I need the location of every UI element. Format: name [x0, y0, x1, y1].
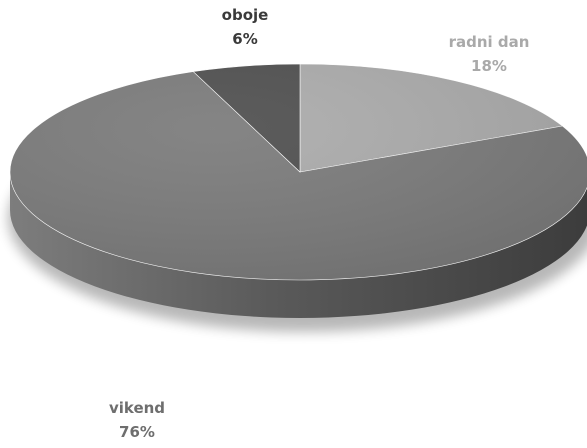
pie-side-wall: [10, 172, 587, 318]
slice-label-oboje: oboje: [222, 6, 269, 24]
slice-value-radni-dan: 18%: [471, 57, 507, 75]
slice-label-vikend: vikend: [109, 399, 165, 417]
slice-value-oboje: 6%: [232, 30, 257, 48]
slice-label-radni-dan: radni dan: [449, 33, 530, 51]
slice-value-vikend: 76%: [119, 423, 155, 441]
